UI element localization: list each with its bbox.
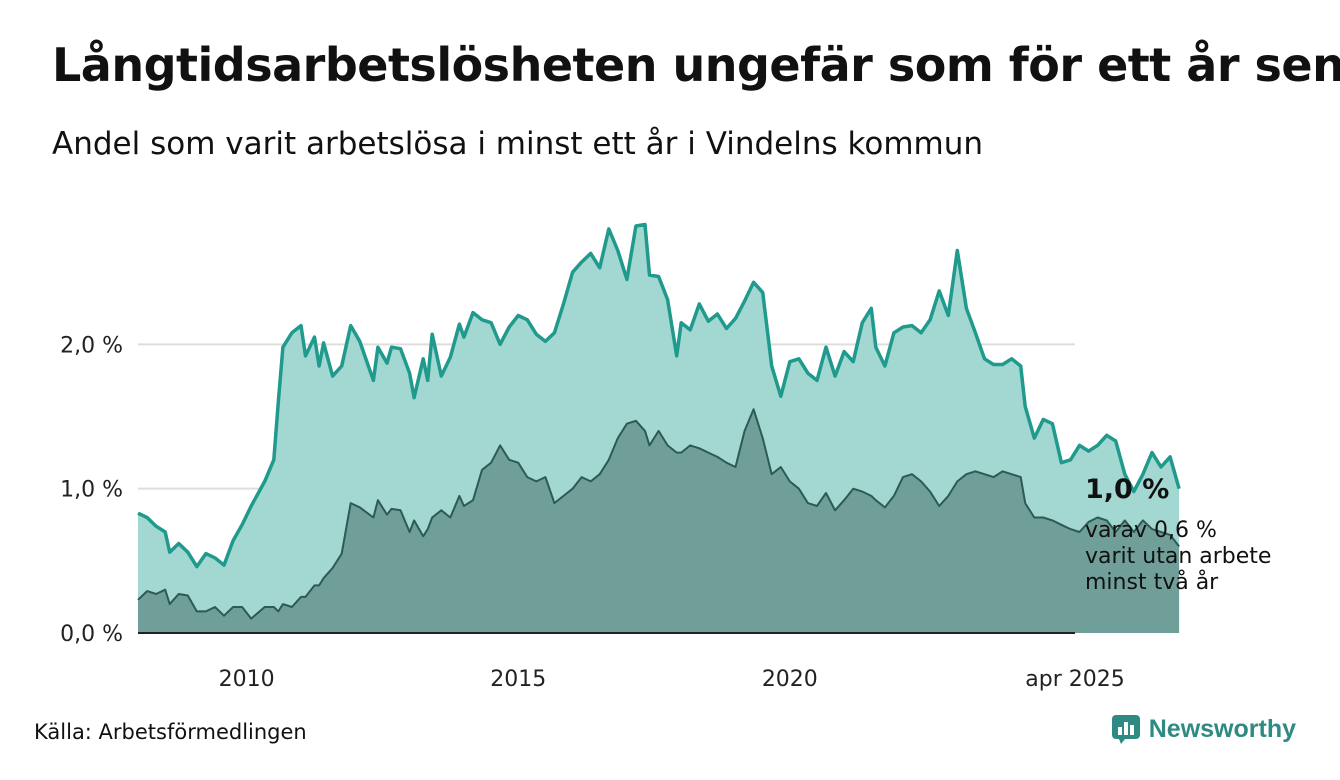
series-lines: [137, 222, 1181, 620]
series-areas: [138, 224, 1180, 633]
end-note-line: varit utan arbete: [1085, 544, 1271, 569]
end-note-line: minst två år: [1085, 569, 1219, 595]
area-minst_tva_ar: [138, 409, 1180, 633]
y-tick-label: 1,0 %: [60, 478, 123, 503]
y-tick-label: 2,0 %: [60, 333, 123, 358]
newsworthy-logo-icon: [1111, 715, 1140, 744]
line-minst_tva_ar: [137, 408, 1180, 620]
axes: 0,0 % 1,0 % 2,0 % 2010 2015 2020 apr 2025: [60, 333, 1125, 692]
x-tick-label: apr 2025: [1025, 667, 1124, 692]
x-tick-label: 2020: [762, 667, 818, 692]
end-note-line: varav 0,6 %: [1085, 518, 1217, 543]
brand-logo: Newsworthy: [1111, 714, 1296, 744]
chart-title: Långtidsarbetslösheten ungefär som för e…: [52, 38, 1340, 92]
source-note: Källa: Arbetsförmedlingen: [34, 720, 307, 744]
end-value-label: 1,0 %: [1085, 474, 1169, 505]
x-tick-label: 2015: [490, 667, 546, 692]
y-tick-label: 0,0 %: [60, 622, 123, 647]
brand-name: Newsworthy: [1148, 714, 1296, 743]
chart-subtitle: Andel som varit arbetslösa i minst ett å…: [52, 126, 984, 162]
area-chart: 0,0 % 1,0 % 2,0 % 2010 2015 2020 apr 2025 1,0 …: [60, 222, 1271, 692]
line-minst_ett_ar: [137, 222, 1181, 569]
x-tick-label: 2010: [219, 667, 275, 692]
